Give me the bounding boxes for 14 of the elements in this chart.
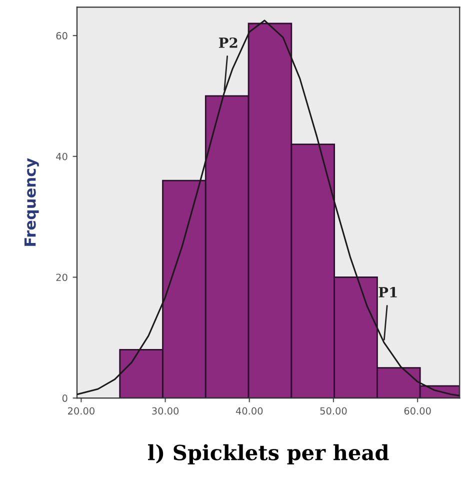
y-tick-label: 60 xyxy=(56,32,68,40)
x-tick-label: 60.00 xyxy=(404,407,431,415)
x-axis-title: l) Spicklets per head xyxy=(148,444,389,464)
x-tick-label: 30.00 xyxy=(152,407,179,415)
y-axis-title: Frequency xyxy=(24,158,39,246)
x-tick-label: 50.00 xyxy=(320,407,347,415)
annotation: P2 xyxy=(218,37,238,48)
x-tick-label: 40.00 xyxy=(236,407,263,415)
y-tick-label: 0 xyxy=(62,394,68,402)
line-series xyxy=(76,20,460,396)
y-tick-label: 20 xyxy=(56,274,68,282)
y-tick-label: 40 xyxy=(56,152,68,160)
annotation: P1 xyxy=(378,286,397,298)
x-tick-label: 20.00 xyxy=(68,407,94,415)
